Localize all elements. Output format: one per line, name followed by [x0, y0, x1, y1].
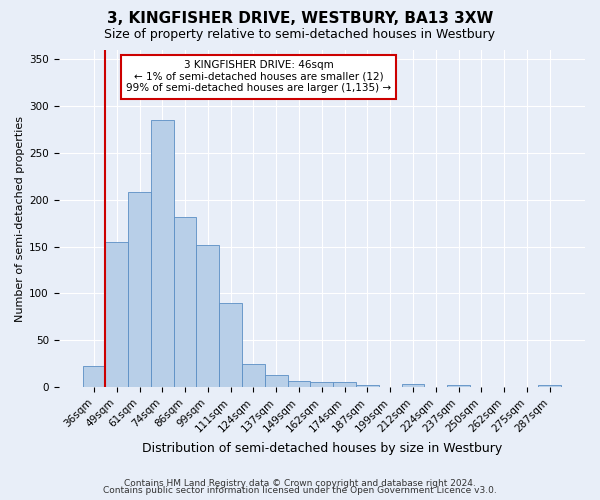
Bar	[401, 384, 424, 387]
Y-axis label: Number of semi-detached properties: Number of semi-detached properties	[15, 116, 25, 322]
Bar	[447, 385, 470, 387]
Bar	[174, 216, 196, 387]
Bar	[287, 382, 310, 387]
Bar	[219, 303, 242, 387]
Bar	[538, 385, 561, 387]
Bar	[356, 385, 379, 387]
Bar	[151, 120, 174, 387]
Bar	[333, 382, 356, 387]
Text: Size of property relative to semi-detached houses in Westbury: Size of property relative to semi-detach…	[104, 28, 496, 41]
Bar	[265, 375, 287, 387]
X-axis label: Distribution of semi-detached houses by size in Westbury: Distribution of semi-detached houses by …	[142, 442, 502, 455]
Bar	[196, 245, 219, 387]
Text: 3, KINGFISHER DRIVE, WESTBURY, BA13 3XW: 3, KINGFISHER DRIVE, WESTBURY, BA13 3XW	[107, 11, 493, 26]
Bar	[83, 366, 106, 387]
Text: Contains HM Land Registry data © Crown copyright and database right 2024.: Contains HM Land Registry data © Crown c…	[124, 478, 476, 488]
Text: 3 KINGFISHER DRIVE: 46sqm
← 1% of semi-detached houses are smaller (12)
99% of s: 3 KINGFISHER DRIVE: 46sqm ← 1% of semi-d…	[126, 60, 391, 94]
Text: Contains public sector information licensed under the Open Government Licence v3: Contains public sector information licen…	[103, 486, 497, 495]
Bar	[106, 242, 128, 387]
Bar	[128, 192, 151, 387]
Bar	[310, 382, 333, 387]
Bar	[242, 364, 265, 387]
